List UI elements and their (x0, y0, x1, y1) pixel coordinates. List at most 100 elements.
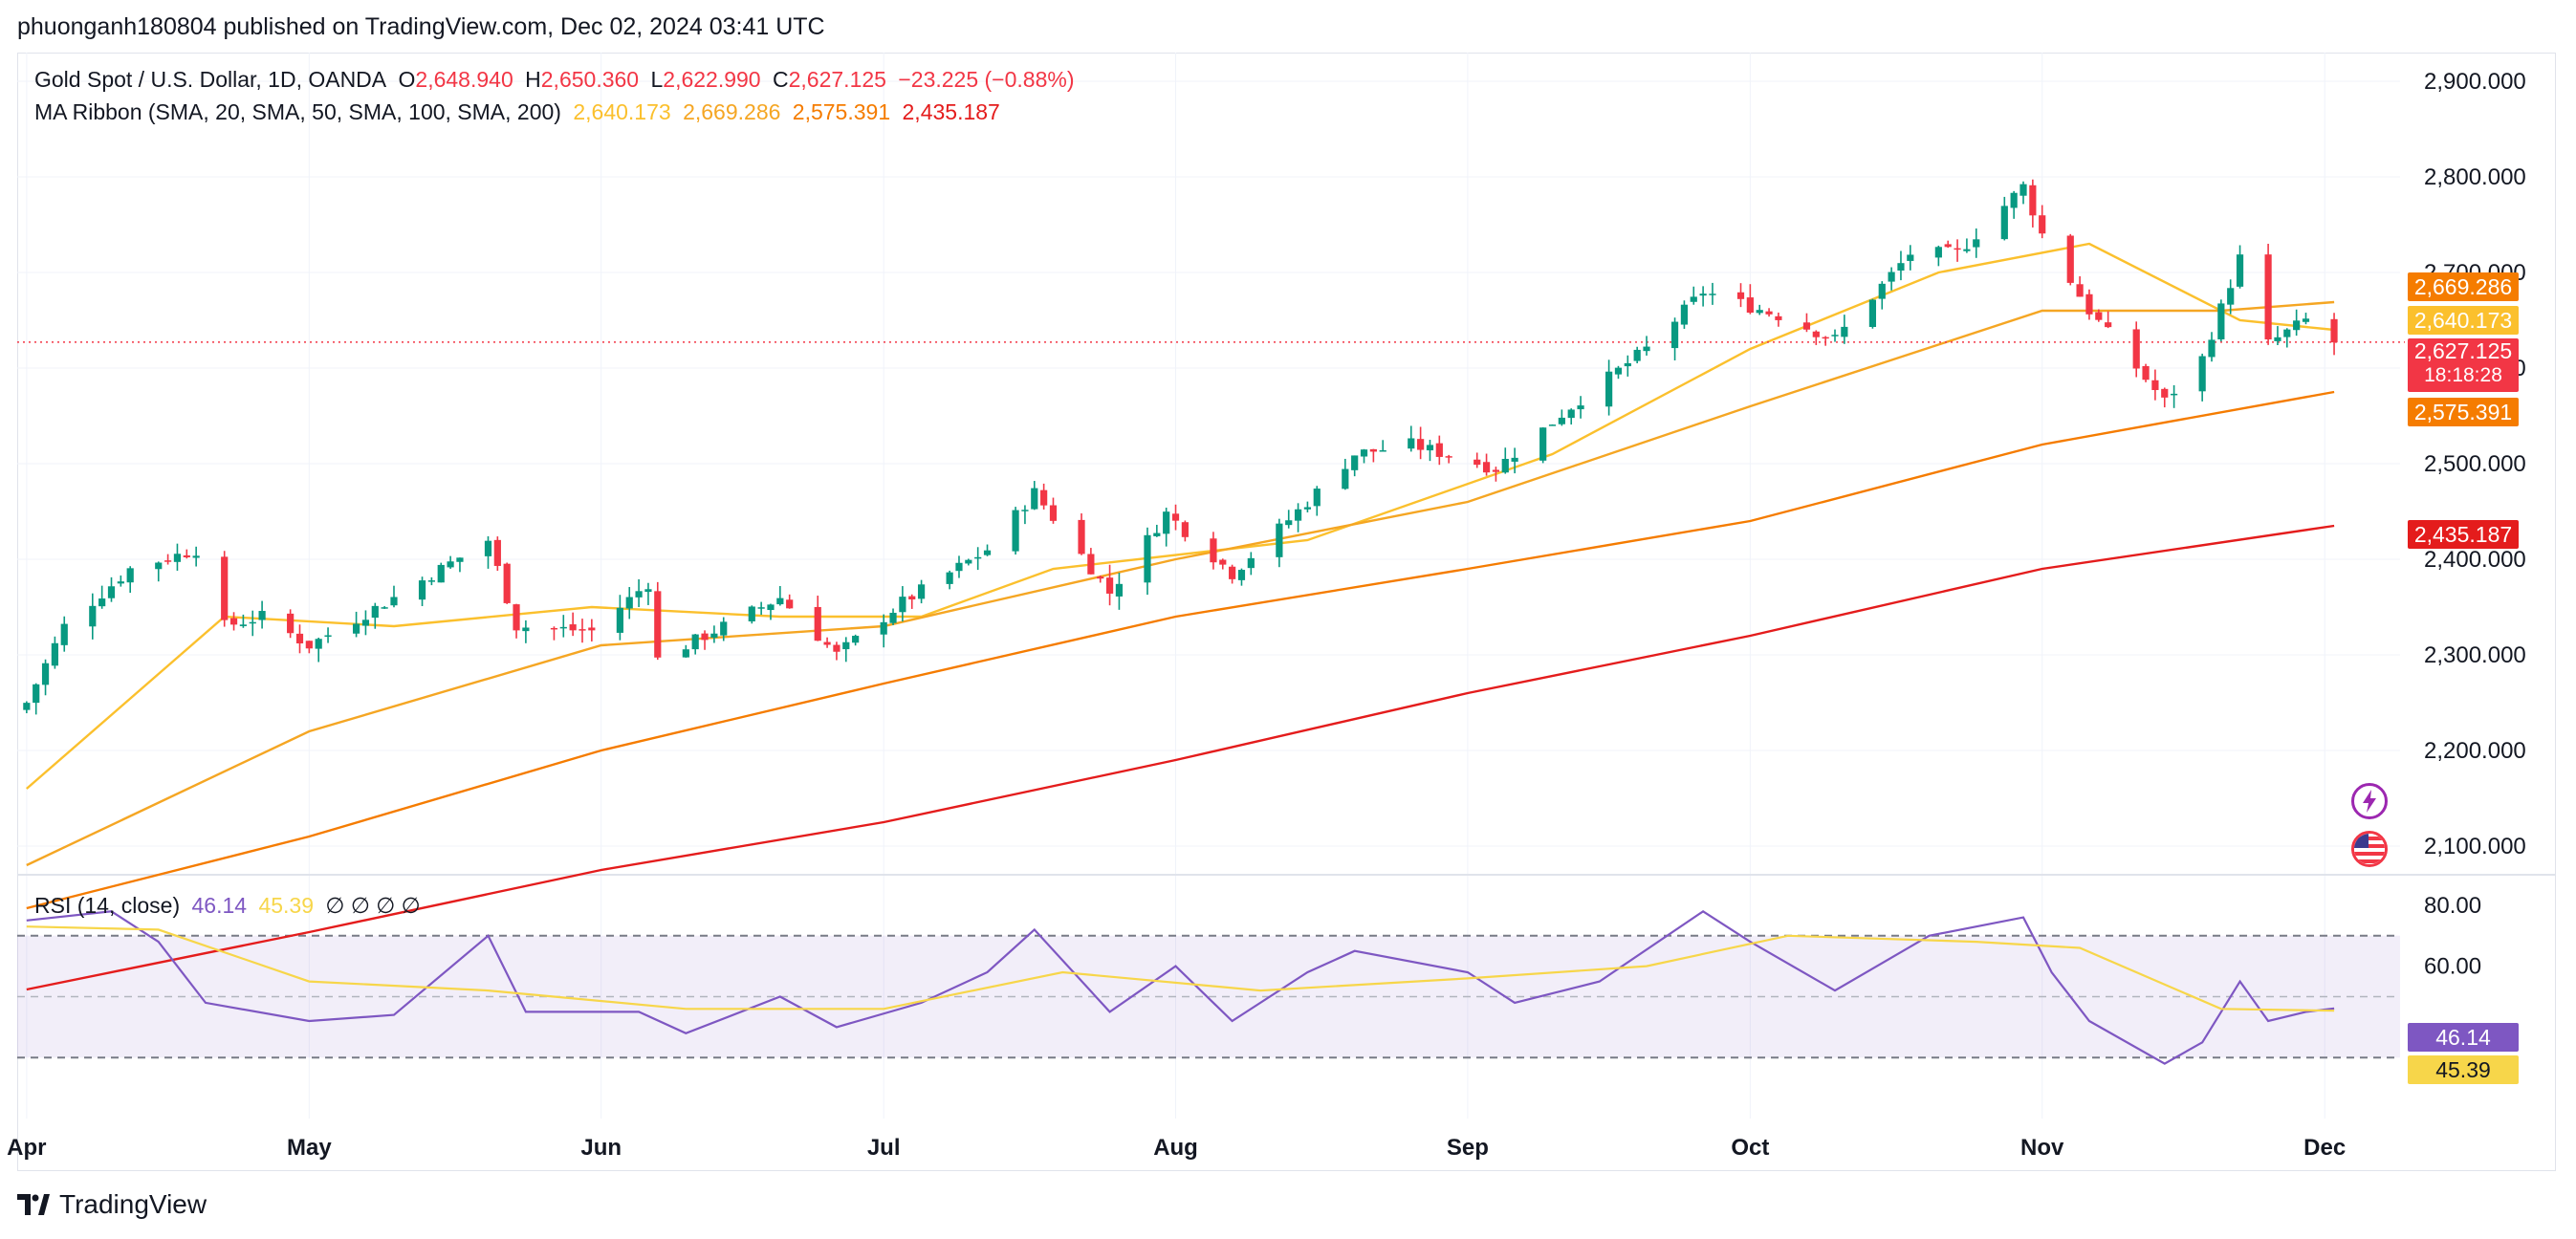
candle (2227, 279, 2235, 315)
candle (1445, 454, 1452, 464)
last-price-tag: 2,627.125 18:18:28 (2408, 338, 2519, 392)
candle-body (1285, 520, 1293, 526)
candle (1105, 564, 1114, 606)
candle (315, 637, 322, 663)
candle (569, 612, 577, 637)
grid-lines (17, 53, 2556, 1119)
candle (1605, 359, 1613, 416)
candle-body (1577, 405, 1584, 410)
candle-body (852, 636, 860, 643)
candle (701, 630, 709, 650)
candle (833, 641, 840, 661)
candle-body (1445, 456, 1452, 458)
ma-ribbon-legend[interactable]: MA Ribbon (SMA, 20, SMA, 50, SMA, 100, S… (34, 99, 1006, 125)
lightning-icon[interactable] (2351, 783, 2388, 819)
ohlc-high: H2,650.360 (525, 67, 640, 92)
candle-body (2274, 337, 2281, 341)
candle (1567, 408, 1575, 425)
candle (117, 575, 124, 587)
candle-body (1435, 443, 1443, 457)
rsi-line (26, 909, 2335, 1065)
candle (2161, 387, 2169, 408)
candle-body (522, 627, 530, 632)
candle (917, 579, 926, 604)
candle (1934, 245, 1942, 267)
candle (164, 554, 172, 565)
candle (1049, 497, 1058, 524)
footer-brand[interactable]: TradingView (17, 1189, 207, 1220)
candle (1408, 425, 1415, 452)
chart-frame[interactable] (17, 53, 2556, 1171)
candle-body (1878, 283, 1886, 299)
candle-body (833, 644, 840, 652)
ma-ribbon-title: MA Ribbon (SMA, 20, SMA, 50, SMA, 100, S… (34, 99, 561, 124)
candle (437, 562, 445, 583)
candle-body (2217, 303, 2225, 339)
candle-body (456, 557, 464, 562)
candle (2085, 289, 2093, 320)
candle-body (1229, 566, 1236, 579)
rsi-ma-line (26, 925, 2335, 1012)
candle-body (1408, 438, 1415, 449)
candle-body (41, 663, 50, 685)
candle (60, 616, 68, 652)
candle-body (908, 596, 916, 600)
candle (588, 619, 596, 641)
candle-body (315, 639, 322, 649)
candle-body (239, 624, 247, 626)
candle (1699, 286, 1707, 307)
rsi-lines (26, 909, 2335, 1065)
candle-body (588, 627, 596, 631)
candle (183, 549, 190, 559)
candle (1351, 455, 1359, 477)
us-flag-icon[interactable] (2351, 831, 2388, 867)
candle-body (1417, 439, 1425, 450)
candle-body (1474, 459, 1481, 466)
rsi-title: RSI (14, close) (34, 893, 181, 918)
price-tick-label: 2,200.000 (2424, 738, 2526, 764)
candle (2264, 243, 2272, 345)
candle-body (1247, 557, 1255, 569)
price-tick-label: 2,100.000 (2424, 834, 2526, 859)
candle-body (1907, 254, 1914, 261)
rsi-legend[interactable]: RSI (14, close) 46.14 45.39 ∅ ∅ ∅ ∅ (34, 893, 426, 919)
candle-body (503, 563, 511, 603)
candle (2236, 245, 2244, 289)
candles (23, 179, 2338, 715)
candle-body (107, 586, 116, 598)
time-tick-label: Apr (7, 1135, 46, 1161)
bar-countdown: 18:18:28 (2424, 364, 2502, 386)
candle (748, 605, 755, 624)
candle (983, 544, 992, 556)
candle-body (1492, 469, 1500, 472)
candle (691, 634, 699, 655)
time-tick-label: Aug (1153, 1135, 1198, 1161)
candle (1539, 426, 1547, 464)
candle (1163, 507, 1170, 547)
symbol-legend[interactable]: Gold Spot / U.S. Dollar, 1D, OANDA O2,64… (34, 67, 1080, 93)
candle (2171, 384, 2178, 408)
candle (1614, 365, 1623, 380)
candle (33, 683, 40, 715)
candle (1369, 448, 1377, 463)
candle (1313, 486, 1321, 516)
candle-body (635, 591, 643, 598)
candle-body (644, 589, 652, 593)
candle (1907, 245, 1914, 271)
candle-body (1868, 299, 1877, 327)
candle-body (484, 540, 492, 556)
candle-body (371, 605, 379, 619)
candle-body (965, 559, 972, 564)
candle (1973, 228, 1980, 258)
candle-body (60, 623, 68, 645)
candle (1342, 458, 1349, 490)
candle-body (2000, 206, 2008, 240)
candle-body (1087, 554, 1095, 575)
ohlc-open: O2,648.940 (398, 67, 513, 92)
candle-body (287, 613, 295, 634)
candle-body (155, 562, 163, 570)
candle-body (1097, 576, 1104, 579)
ma20-value: 2,640.173 (573, 99, 671, 124)
candle-body (1680, 304, 1689, 325)
